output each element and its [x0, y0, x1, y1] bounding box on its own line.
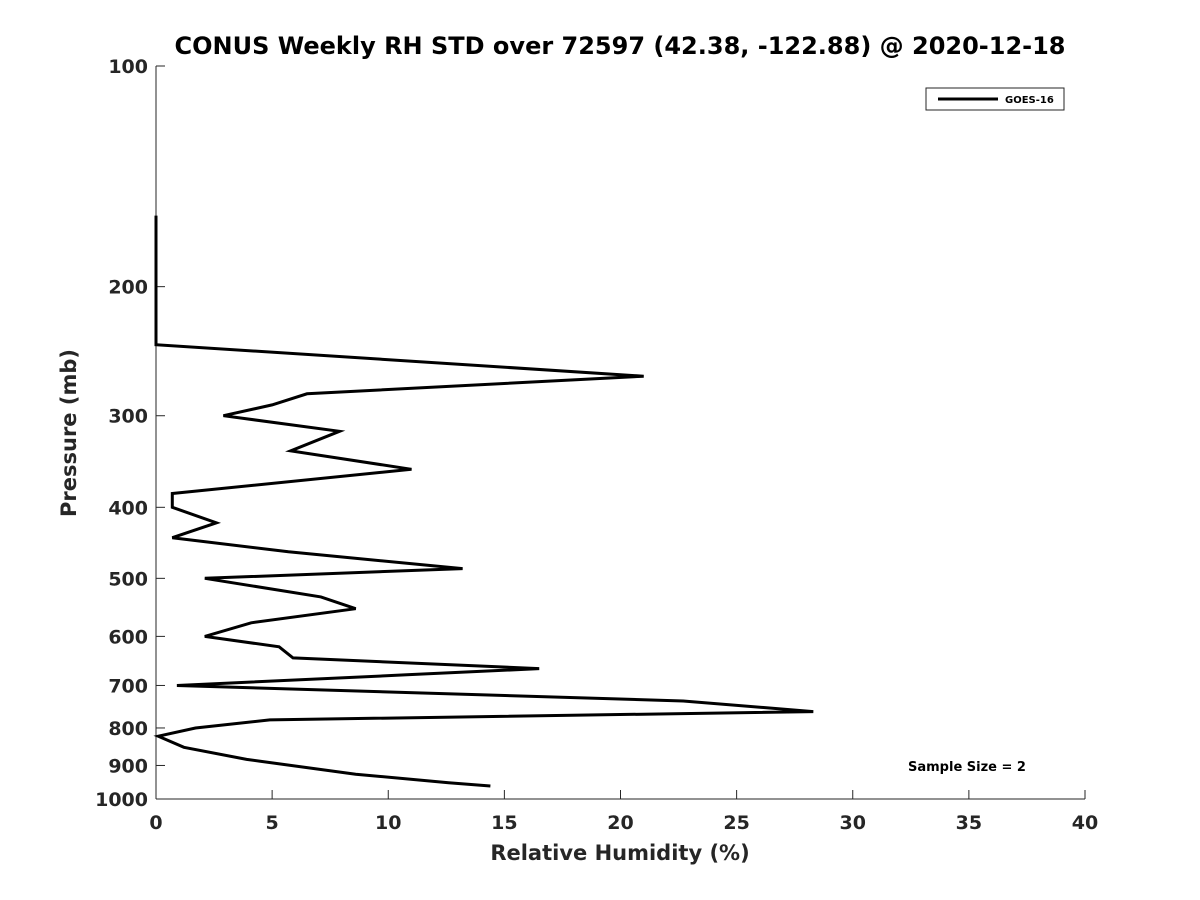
- x-axis-label: Relative Humidity (%): [490, 841, 749, 865]
- y-tick-label: 100: [108, 56, 148, 78]
- y-tick-label: 600: [108, 626, 148, 648]
- series-line-goes-16: [153, 215, 814, 788]
- y-tick-label: 1000: [95, 789, 148, 811]
- y-tick-label: 500: [108, 568, 148, 590]
- y-tick-label: 300: [108, 406, 148, 428]
- y-axis-label: Pressure (mb): [57, 349, 81, 517]
- sample-size-note: Sample Size = 2: [908, 760, 1026, 775]
- y-tick-label: 900: [108, 755, 148, 777]
- legend: GOES-16: [925, 87, 1065, 111]
- x-tick-label: 5: [266, 812, 279, 834]
- y-tick-label: 700: [108, 675, 148, 697]
- x-tick-label: 40: [1072, 812, 1098, 834]
- x-ticks: 0 5 10 15 20 25 30 35 40: [149, 790, 1098, 834]
- chart-title: CONUS Weekly RH STD over 72597 (42.38, -…: [174, 32, 1065, 60]
- y-tick-label: 800: [108, 718, 148, 740]
- x-tick-label: 30: [840, 812, 866, 834]
- x-tick-label: 15: [491, 812, 517, 834]
- series-layer: [153, 215, 814, 788]
- plot-area: [156, 66, 1085, 799]
- x-tick-label: 20: [607, 812, 633, 834]
- legend-entry-goes-16: GOES-16: [1005, 95, 1054, 106]
- y-tick-label: 400: [108, 497, 148, 519]
- x-tick-label: 10: [375, 812, 401, 834]
- y-tick-label: 200: [108, 277, 148, 299]
- x-tick-label: 25: [723, 812, 749, 834]
- x-tick-label: 35: [956, 812, 982, 834]
- y-ticks: 100 200 300 400 500 600 700 800 900 1000: [95, 56, 165, 811]
- x-tick-label: 0: [149, 812, 162, 834]
